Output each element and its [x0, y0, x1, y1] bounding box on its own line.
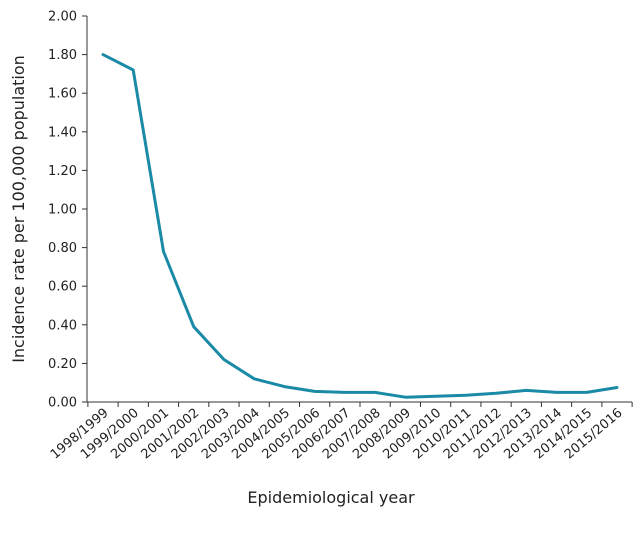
y-tick-label: 1.80 [48, 48, 77, 63]
x-axis-title: Epidemiological year [247, 488, 415, 507]
y-tick-label: 0.00 [48, 396, 77, 411]
y-tick-label: 0.60 [48, 280, 77, 295]
series-line-0 [101, 53, 619, 399]
y-tick-label: 1.40 [48, 125, 77, 140]
y-tick-label: 1.60 [48, 87, 77, 102]
y-axis-title: Incidence rate per 100,000 population [9, 55, 28, 363]
y-tick-label: 2.00 [48, 10, 77, 25]
y-tick-label: 0.80 [48, 241, 77, 256]
y-tick-label: 1.20 [48, 164, 77, 179]
series-group [101, 53, 619, 399]
x-axis-ticks: 1998/19991999/20002000/20012001/20022002… [48, 402, 633, 462]
y-axis-ticks: 0.00 0.20 0.40 0.60 0.80 1.00 1.20 1.40 1.60 1.80… [48, 10, 87, 411]
y-tick-label: 0.20 [48, 357, 77, 372]
y-tick-label: 0.40 [48, 318, 77, 333]
y-tick-label: 1.00 [48, 203, 77, 218]
